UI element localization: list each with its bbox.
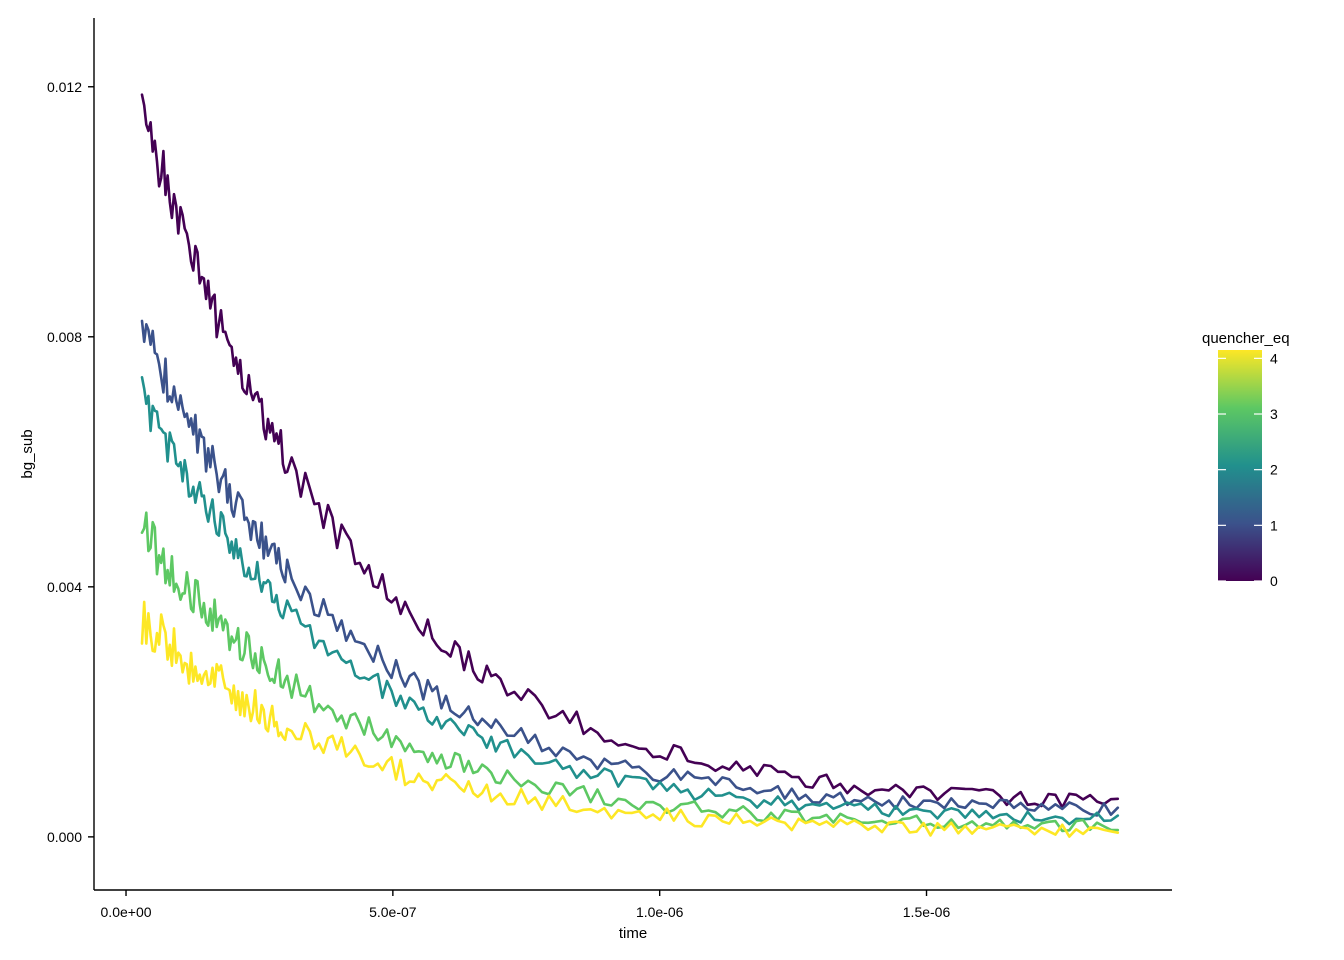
series-line-quencher-2 bbox=[140, 375, 1120, 826]
x-tick-label: 0.0e+00 bbox=[101, 904, 152, 920]
y-axis-title: bg_sub bbox=[19, 429, 36, 478]
plot-series bbox=[140, 93, 1120, 838]
legend: quencher_eq 0 1 2 3 4 bbox=[1202, 330, 1290, 589]
x-ticks: 0.0e+00 5.0e-07 1.0e-06 1.5e-06 bbox=[101, 890, 951, 920]
legend-colorbar bbox=[1218, 350, 1262, 581]
y-tick-label: 0.012 bbox=[47, 79, 82, 95]
series-line-quencher-1 bbox=[140, 319, 1120, 817]
y-tick-label: 0.004 bbox=[47, 579, 82, 595]
x-axis-title: time bbox=[619, 925, 647, 942]
x-tick-label: 1.0e-06 bbox=[636, 904, 684, 920]
legend-tick-label: 1 bbox=[1270, 517, 1278, 533]
x-tick-label: 5.0e-07 bbox=[369, 904, 417, 920]
axes: 0.0e+00 5.0e-07 1.0e-06 1.5e-06 0.0000.0040… bbox=[19, 18, 1172, 942]
legend-title: quencher_eq bbox=[1202, 330, 1290, 347]
y-tick-label: 0.008 bbox=[47, 329, 82, 345]
legend-tick-label: 0 bbox=[1270, 573, 1278, 589]
legend-tick-label: 3 bbox=[1270, 406, 1278, 422]
series-line-quencher-0 bbox=[140, 93, 1120, 809]
x-tick-label: 1.5e-06 bbox=[903, 904, 951, 920]
series-line-quencher-4 bbox=[140, 600, 1120, 838]
y-ticks: 0.000 0.004 0.008 0.012 bbox=[47, 79, 94, 845]
series-line-quencher-3 bbox=[140, 511, 1120, 833]
y-tick-label: 0.000 bbox=[47, 829, 82, 845]
legend-ticks: 0 1 2 3 4 bbox=[1218, 350, 1278, 589]
legend-tick-label: 4 bbox=[1270, 350, 1278, 366]
legend-tick-label: 2 bbox=[1270, 462, 1278, 478]
